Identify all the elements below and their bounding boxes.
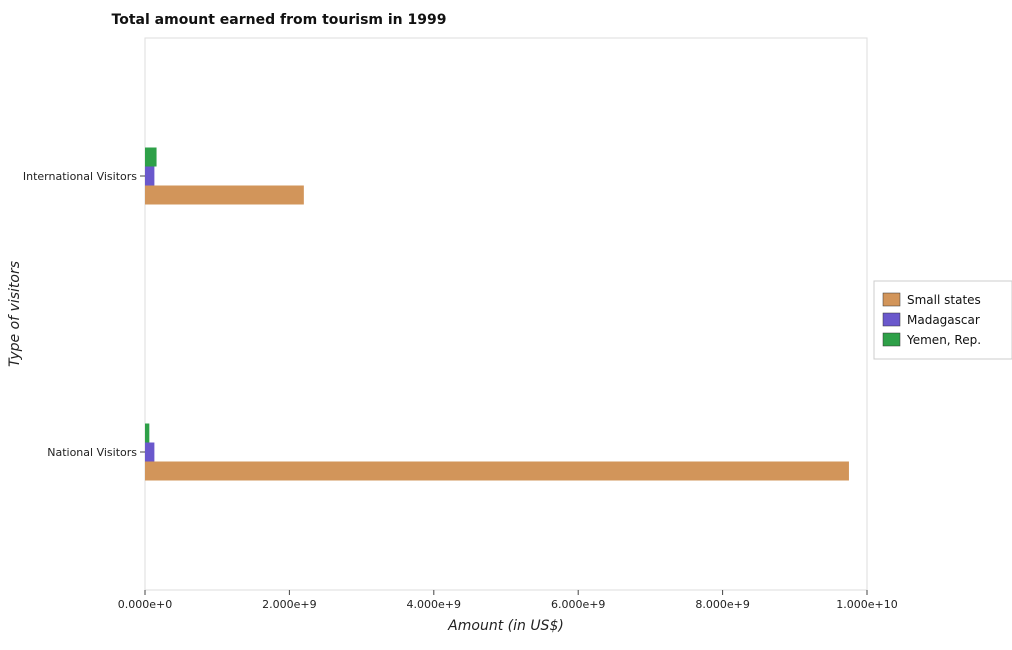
legend-swatch (882, 292, 901, 307)
legend-label: Small states (907, 293, 981, 307)
chart-title: Total amount earned from tourism in 1999 (112, 12, 447, 28)
bar-national-visitors-madagascar (145, 442, 155, 462)
legend-swatch (882, 312, 901, 327)
legend-label: Yemen, Rep. (906, 333, 981, 347)
bar-national-visitors-yemen-rep- (145, 423, 150, 443)
legend-label: Madagascar (907, 313, 980, 327)
x-tick-label: 6.000e+9 (551, 598, 605, 611)
x-tick-label: 8.000e+9 (695, 598, 749, 611)
y-axis-label: Type of visitors (7, 261, 23, 367)
legend-swatch (882, 332, 901, 347)
legend: Small states Madagascar Yemen, Rep. (873, 280, 1012, 360)
x-tick-label: 4.000e+9 (407, 598, 461, 611)
bar-international-visitors-small-states (145, 185, 304, 205)
bar-international-visitors-yemen-rep- (145, 147, 157, 167)
x-axis-ticks: 0.000e+0 2.000e+9 4.000e+9 6.000e+9 8.000e+9… (118, 590, 898, 611)
x-tick-label: 0.000e+0 (118, 598, 172, 611)
plot-area (144, 37, 868, 591)
y-tick-label: National Visitors (47, 446, 137, 459)
x-axis-label: Amount (in US$) (447, 618, 564, 634)
y-tick-label: International Visitors (23, 170, 137, 183)
x-tick-label: 1.000e+10 (836, 598, 897, 611)
bar-national-visitors-small-states (145, 461, 849, 481)
bars-group (145, 147, 849, 481)
x-tick-label: 2.000e+9 (262, 598, 316, 611)
legend-items: Small states Madagascar Yemen, Rep. (882, 292, 981, 347)
y-axis-categories: National Visitors International Visitors (23, 170, 145, 459)
bar-international-visitors-madagascar (145, 166, 155, 186)
